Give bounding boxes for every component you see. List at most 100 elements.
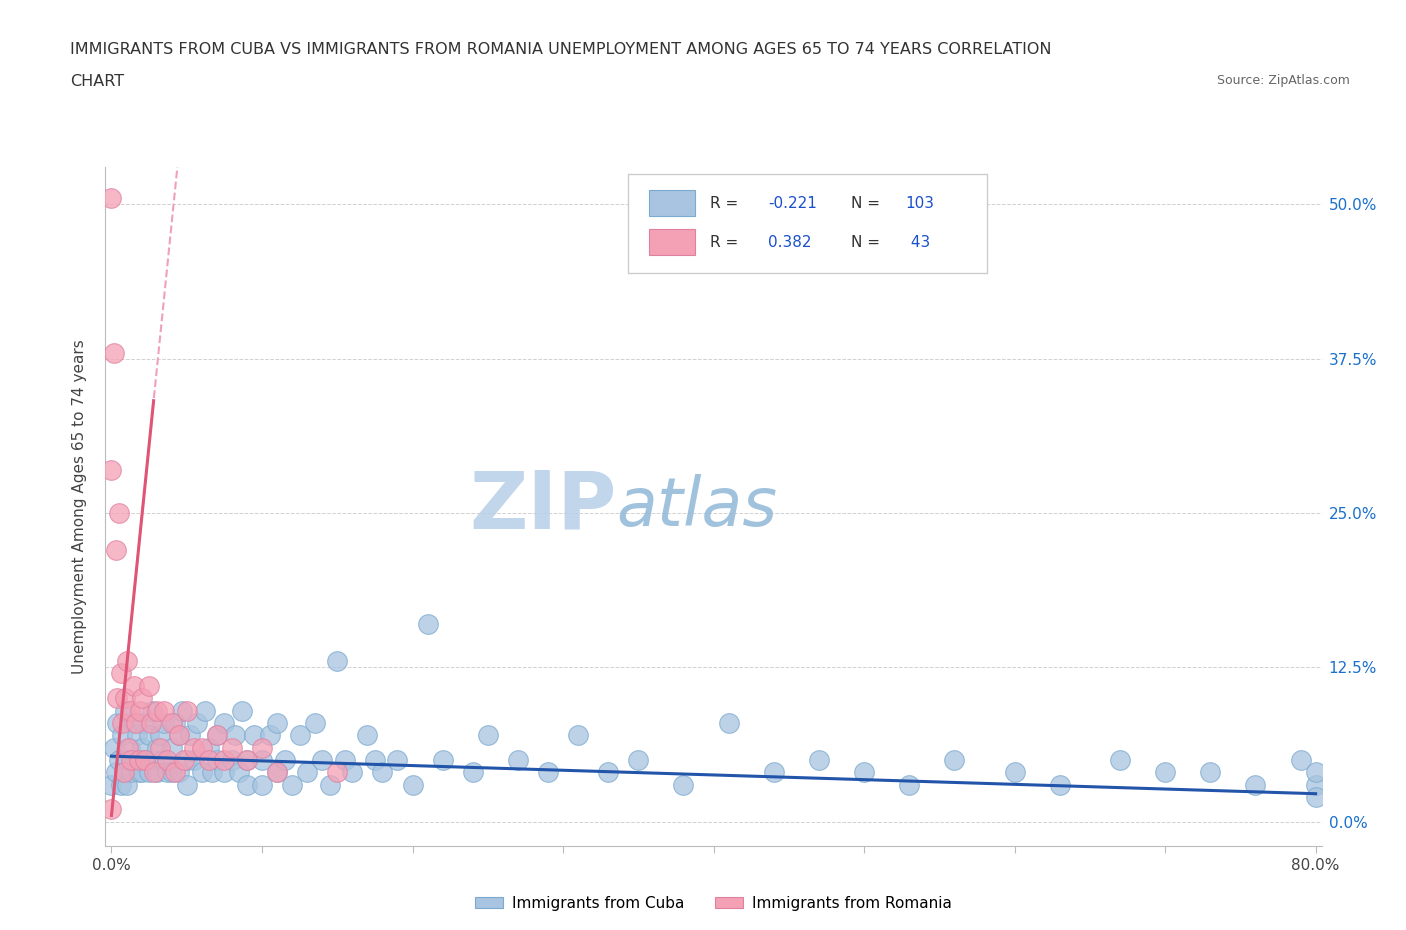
Point bbox=[214, 715, 236, 730]
Point bbox=[326, 764, 349, 779]
Point bbox=[201, 764, 224, 779]
Point bbox=[401, 777, 423, 792]
Point bbox=[167, 728, 190, 743]
Point bbox=[477, 728, 499, 743]
Point bbox=[236, 752, 259, 767]
Point bbox=[304, 715, 326, 730]
Point bbox=[224, 728, 246, 743]
Point bbox=[432, 752, 454, 767]
Point bbox=[129, 703, 152, 718]
Point bbox=[131, 764, 153, 779]
Point bbox=[111, 715, 134, 730]
Point bbox=[107, 715, 129, 730]
Point bbox=[120, 764, 142, 779]
Point bbox=[943, 752, 966, 767]
Point bbox=[156, 752, 179, 767]
Point bbox=[167, 764, 190, 779]
Point bbox=[1049, 777, 1071, 792]
Point bbox=[281, 777, 304, 792]
Point bbox=[103, 345, 125, 360]
Point bbox=[163, 764, 186, 779]
Point bbox=[156, 764, 179, 779]
Point bbox=[221, 752, 243, 767]
Point bbox=[122, 678, 145, 693]
Point bbox=[115, 777, 138, 792]
Point bbox=[183, 752, 205, 767]
Point bbox=[145, 764, 167, 779]
Point bbox=[108, 506, 131, 521]
Point bbox=[1154, 764, 1177, 779]
Text: 43: 43 bbox=[905, 234, 929, 249]
Point bbox=[266, 715, 288, 730]
Point bbox=[149, 740, 172, 755]
Point bbox=[134, 752, 156, 767]
Point bbox=[141, 703, 163, 718]
Point bbox=[198, 740, 221, 755]
Point bbox=[176, 703, 198, 718]
Point bbox=[131, 691, 153, 706]
Point bbox=[120, 752, 142, 767]
Point bbox=[118, 703, 141, 718]
Bar bbox=[650, 229, 696, 255]
Point bbox=[131, 740, 153, 755]
Text: R =: R = bbox=[710, 196, 742, 211]
Point bbox=[134, 752, 156, 767]
Point bbox=[1004, 764, 1026, 779]
Point bbox=[138, 678, 160, 693]
Text: N =: N = bbox=[851, 196, 884, 211]
Text: Source: ZipAtlas.com: Source: ZipAtlas.com bbox=[1216, 74, 1350, 87]
Point bbox=[198, 752, 221, 767]
Point bbox=[853, 764, 876, 779]
Point bbox=[205, 728, 228, 743]
Point bbox=[461, 764, 484, 779]
Point bbox=[104, 542, 127, 557]
Point bbox=[115, 654, 138, 669]
Point bbox=[132, 715, 155, 730]
Point bbox=[160, 764, 183, 779]
Point bbox=[416, 617, 439, 631]
FancyBboxPatch shape bbox=[628, 174, 987, 272]
Point bbox=[114, 703, 136, 718]
Point bbox=[172, 703, 194, 718]
Point bbox=[145, 740, 167, 755]
Text: R =: R = bbox=[710, 234, 742, 249]
Point bbox=[149, 728, 172, 743]
Point bbox=[110, 777, 132, 792]
Point bbox=[111, 728, 134, 743]
Point bbox=[128, 764, 150, 779]
Point bbox=[371, 764, 394, 779]
Point bbox=[214, 764, 236, 779]
Text: N =: N = bbox=[851, 234, 884, 249]
Text: 0.382: 0.382 bbox=[768, 234, 811, 249]
Point bbox=[250, 752, 273, 767]
Point bbox=[176, 752, 198, 767]
Point bbox=[273, 752, 295, 767]
Bar bbox=[650, 191, 696, 217]
Point bbox=[191, 764, 214, 779]
Point bbox=[205, 752, 228, 767]
Point bbox=[173, 752, 195, 767]
Point bbox=[191, 740, 214, 755]
Point bbox=[122, 715, 145, 730]
Point bbox=[807, 752, 830, 767]
Point bbox=[152, 752, 174, 767]
Point bbox=[139, 715, 162, 730]
Point bbox=[231, 703, 253, 718]
Point bbox=[1305, 764, 1327, 779]
Point bbox=[333, 752, 356, 767]
Point bbox=[1244, 777, 1267, 792]
Point bbox=[125, 728, 148, 743]
Point bbox=[537, 764, 560, 779]
Point bbox=[319, 777, 342, 792]
Point bbox=[266, 764, 288, 779]
Point bbox=[214, 752, 236, 767]
Point bbox=[142, 752, 165, 767]
Point bbox=[898, 777, 921, 792]
Point bbox=[107, 691, 129, 706]
Text: ZIP: ZIP bbox=[470, 468, 616, 546]
Point bbox=[153, 703, 176, 718]
Point bbox=[183, 740, 205, 755]
Point bbox=[311, 752, 333, 767]
Point bbox=[138, 764, 160, 779]
Point bbox=[236, 752, 259, 767]
